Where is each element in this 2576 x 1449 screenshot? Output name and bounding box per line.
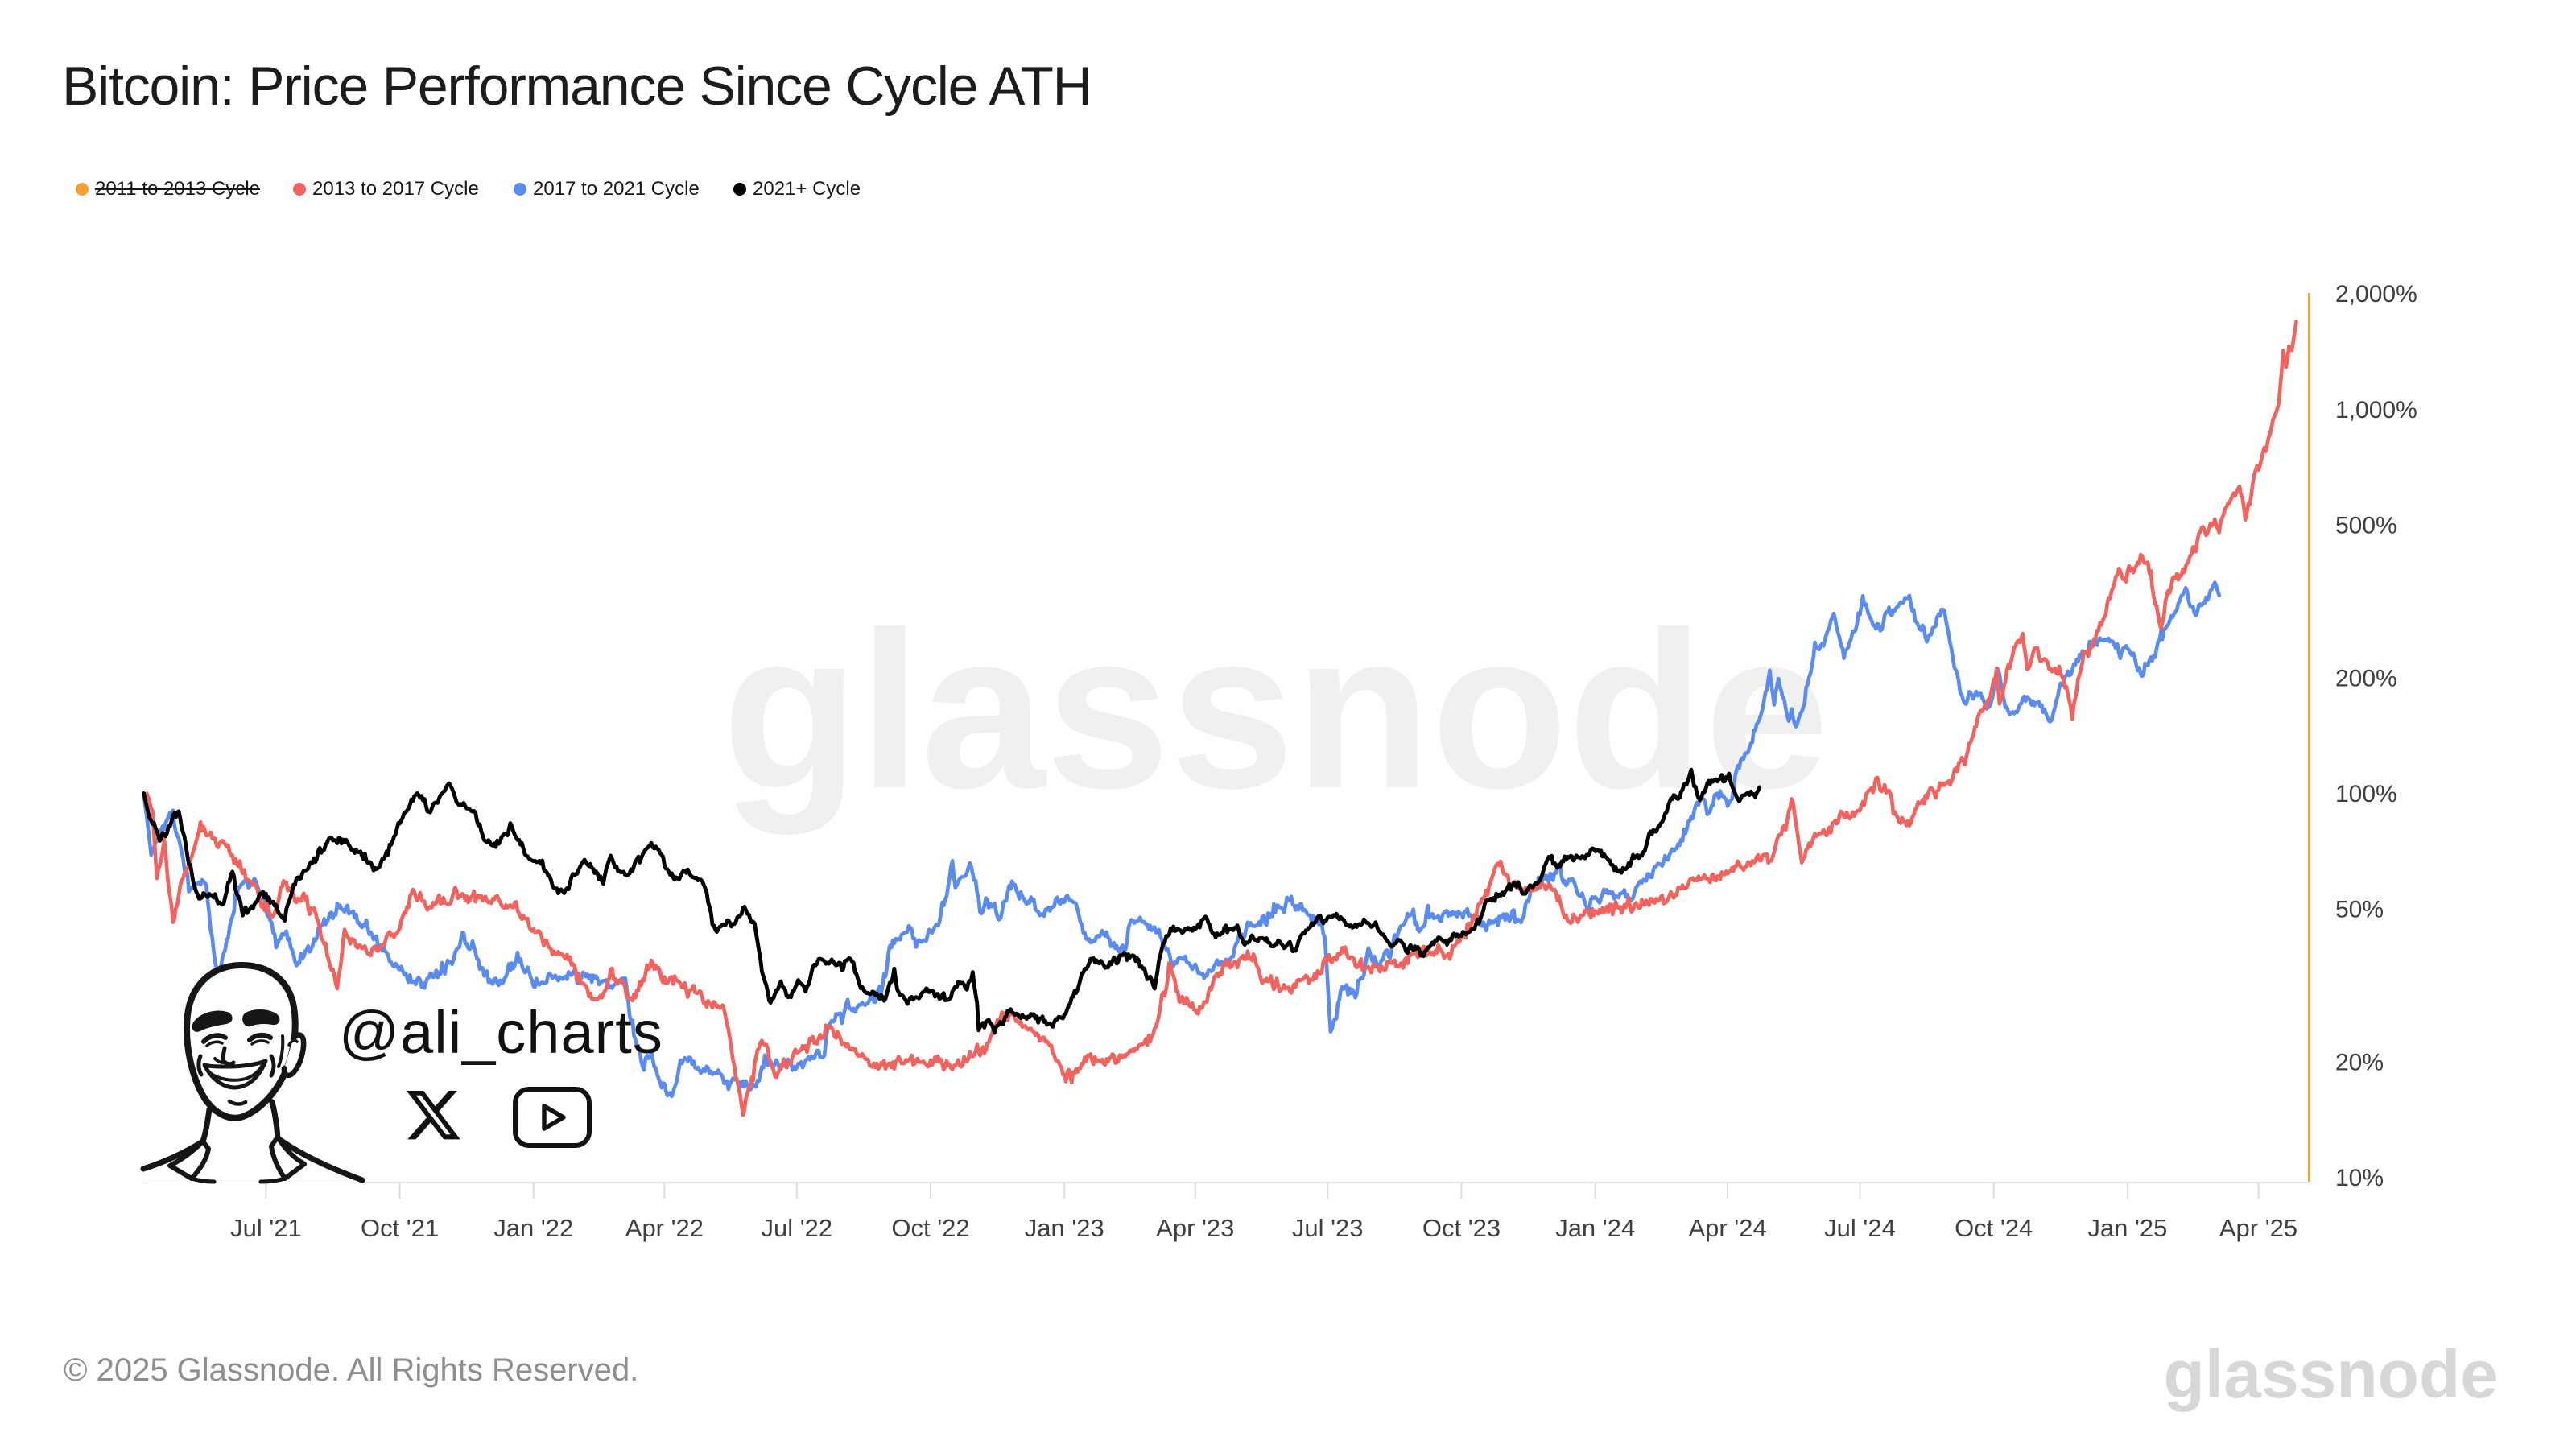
svg-text:500%: 500%	[2335, 512, 2397, 539]
svg-text:Oct '21: Oct '21	[361, 1214, 439, 1242]
svg-text:200%: 200%	[2335, 665, 2397, 691]
svg-text:2,000%: 2,000%	[2335, 281, 2417, 308]
svg-text:Oct '22: Oct '22	[891, 1214, 969, 1242]
svg-text:Jul '22: Jul '22	[761, 1214, 832, 1242]
svg-text:1,000%: 1,000%	[2335, 397, 2417, 423]
svg-text:Jan '22: Jan '22	[493, 1214, 573, 1242]
svg-text:glassnode: glassnode	[722, 584, 1829, 836]
svg-text:Jul '24: Jul '24	[1824, 1214, 1896, 1242]
svg-text:Jan '25: Jan '25	[2087, 1214, 2167, 1242]
svg-text:Jan '24: Jan '24	[1555, 1214, 1635, 1242]
svg-text:Apr '23: Apr '23	[1156, 1214, 1234, 1242]
svg-text:Jul '21: Jul '21	[230, 1214, 302, 1242]
svg-text:Jan '23: Jan '23	[1025, 1214, 1104, 1242]
svg-text:10%: 10%	[2335, 1165, 2384, 1191]
svg-text:Apr '22: Apr '22	[625, 1214, 704, 1242]
svg-text:Jul '23: Jul '23	[1292, 1214, 1364, 1242]
svg-text:50%: 50%	[2335, 897, 2384, 923]
svg-text:Oct '24: Oct '24	[1955, 1214, 2033, 1242]
svg-text:@ali_charts: @ali_charts	[339, 999, 663, 1066]
svg-text:100%: 100%	[2335, 781, 2397, 807]
svg-text:Apr '25: Apr '25	[2219, 1214, 2297, 1242]
svg-text:glassnode: glassnode	[2164, 1336, 2498, 1412]
svg-text:Apr '24: Apr '24	[1688, 1214, 1766, 1242]
svg-text:Oct '23: Oct '23	[1422, 1214, 1501, 1242]
svg-text:20%: 20%	[2335, 1050, 2384, 1076]
